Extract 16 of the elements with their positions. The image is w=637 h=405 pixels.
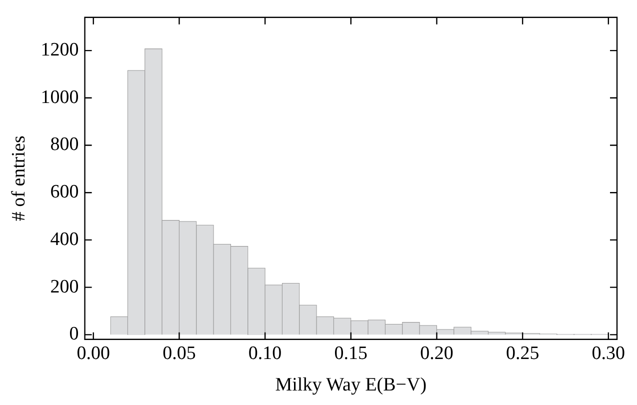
y-tick-label: 1000 [40, 86, 79, 108]
x-tick-label: 0.10 [248, 342, 282, 364]
x-axis-title: Milky Way E(B−V) [275, 374, 427, 396]
y-axis-title: # of entries [8, 136, 30, 222]
y-tick-label: 200 [50, 276, 79, 298]
x-tick-label: 0.15 [334, 342, 368, 364]
y-tick-label: 0 [69, 324, 79, 345]
x-tick-label: 0.25 [506, 342, 540, 364]
y-tick-label: 600 [50, 182, 79, 203]
y-tick-label: 1200 [40, 40, 79, 61]
y-tick-label: 800 [50, 134, 79, 156]
x-tick-label: 0.05 [162, 342, 196, 364]
x-tick-label: 0.00 [76, 342, 110, 364]
y-tick-label: 400 [50, 228, 79, 250]
x-tick-label: 0.20 [420, 342, 454, 364]
x-tick-label: 0.30 [592, 342, 626, 364]
